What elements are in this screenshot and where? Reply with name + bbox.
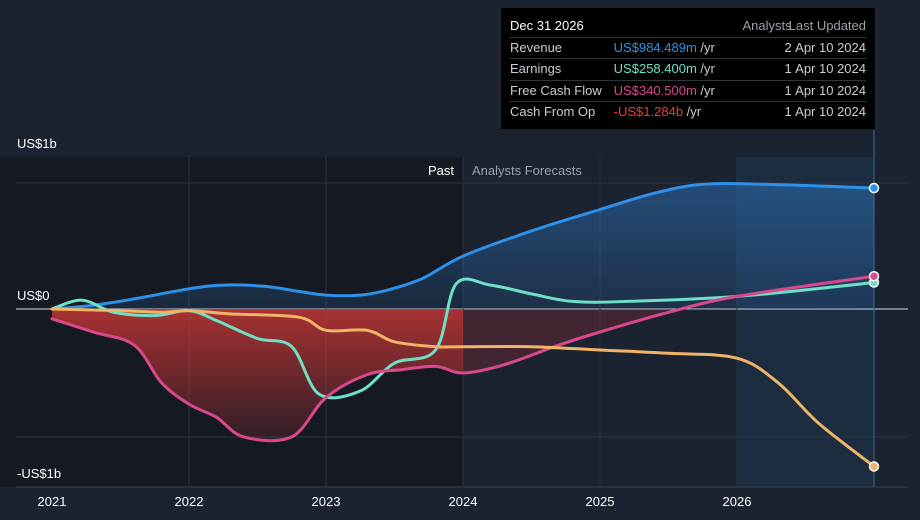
x-tick-label: 2021 (38, 494, 67, 509)
dot-layer (868, 182, 880, 472)
x-tick-label: 2024 (449, 494, 478, 509)
tooltip-unit: /yr (696, 61, 715, 76)
x-tick-label: 2025 (586, 494, 615, 509)
tooltip-analysts: 2 (784, 39, 792, 55)
line-layer (50, 181, 876, 468)
tooltip-row-revenue: Revenue US$984.489m /yr 2 Apr 10 2024 (510, 36, 866, 59)
tooltip-row-fcf: Free Cash Flow US$340.500m /yr 1 Apr 10 … (510, 79, 866, 102)
tooltip-label: Earnings (510, 61, 562, 76)
revenue-area (52, 183, 874, 309)
fcf-line (50, 274, 876, 443)
tooltip-unit: /yr (696, 39, 715, 55)
y-tick-label: US$1b (17, 136, 57, 151)
tooltip-value: -US$1.284b (613, 104, 684, 119)
earnings-line (50, 277, 876, 400)
y-ticks: US$1b US$0 -US$1b (17, 136, 61, 481)
tooltip: Dec 31 2026 Analysts Last Updated Revenu… (501, 8, 875, 129)
tooltip-date: Dec 31 2026 (510, 18, 584, 33)
y-tick-label: -US$1b (17, 466, 61, 481)
tooltip-col-analysts: Analysts (742, 18, 792, 33)
tooltip-header: Dec 31 2026 Analysts Last Updated (510, 16, 866, 37)
area-layer (52, 183, 874, 441)
tooltip-updated: Apr 10 2024 (795, 61, 866, 76)
past-label: Past (428, 163, 454, 178)
cfo-line (50, 307, 876, 468)
tooltip-label: Free Cash Flow (510, 82, 602, 98)
tooltip-col-updated: Last Updated (788, 18, 867, 33)
tooltip-value: US$984.489m (613, 39, 697, 55)
tooltip-analysts: 1 (784, 104, 792, 119)
tooltip-unit: /yr (696, 82, 715, 98)
tooltip-unit: /yr (683, 104, 702, 119)
revenue-line (50, 181, 876, 311)
x-tick-label: 2026 (723, 494, 752, 509)
revenue-dot (868, 182, 880, 194)
tooltip-updated: Apr 10 2024 (795, 39, 866, 55)
tooltip-analysts: 1 (784, 61, 792, 76)
y-tick-label: US$0 (17, 288, 50, 303)
tooltip-value: US$258.400m (613, 61, 697, 76)
fcf-dot (868, 270, 880, 282)
tooltip-row-cfo: Cash From Op -US$1.284b /yr 1 Apr 10 202… (510, 101, 866, 123)
cfo-dot (868, 461, 880, 472)
tooltip-label: Cash From Op (510, 104, 596, 119)
x-ticks: 2021 2022 2023 2024 2025 2026 (38, 494, 752, 509)
forecast-label: Analysts Forecasts (472, 163, 582, 178)
loss-area (52, 309, 463, 441)
tooltip-analysts: 1 (784, 82, 792, 98)
tooltip-value: US$340.500m (613, 82, 697, 98)
loss-area-forecast (463, 308, 874, 373)
x-tick-label: 2023 (312, 494, 341, 509)
tooltip-updated: Apr 10 2024 (795, 82, 866, 98)
x-tick-label: 2022 (175, 494, 204, 509)
tooltip-label: Revenue (510, 39, 563, 55)
tooltip-updated: Apr 10 2024 (795, 104, 866, 119)
tooltip-row-earnings: Earnings US$258.400m /yr 1 Apr 10 2024 (510, 58, 866, 80)
